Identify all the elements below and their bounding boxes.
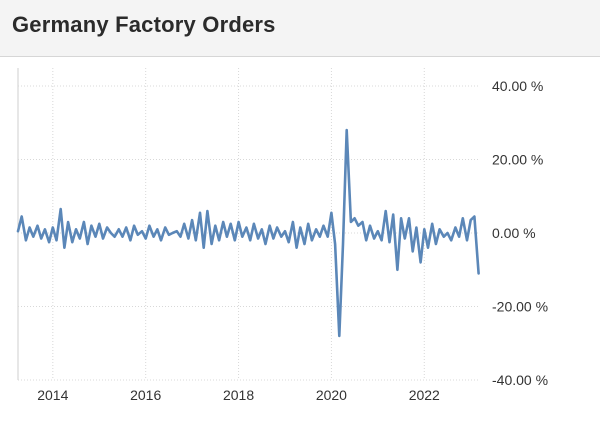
y-tick-label: -20.00 % bbox=[492, 299, 548, 315]
series-line bbox=[16, 128, 480, 338]
y-tick-label: 20.00 % bbox=[492, 152, 543, 168]
x-tick-label: 2022 bbox=[409, 387, 440, 403]
y-tick-label: -40.00 % bbox=[492, 372, 548, 388]
y-tick-label: 0.00 % bbox=[492, 225, 536, 241]
x-tick-label: 2014 bbox=[37, 387, 68, 403]
chart-series bbox=[16, 128, 480, 338]
chart-ticks: 40.00 % 20.00 % 0.00 % -20.00 % -40.00 % 2014… bbox=[37, 78, 548, 403]
x-tick-label: 2018 bbox=[223, 387, 254, 403]
y-tick-label: 40.00 % bbox=[492, 78, 543, 94]
x-tick-label: 2020 bbox=[316, 387, 347, 403]
x-tick-label: 2016 bbox=[130, 387, 161, 403]
line-chart: 40.00 % 20.00 % 0.00 % -20.00 % -40.00 % 2014… bbox=[16, 68, 548, 403]
page-title: Germany Factory Orders bbox=[12, 12, 276, 37]
page-header: Germany Factory Orders bbox=[0, 0, 600, 57]
